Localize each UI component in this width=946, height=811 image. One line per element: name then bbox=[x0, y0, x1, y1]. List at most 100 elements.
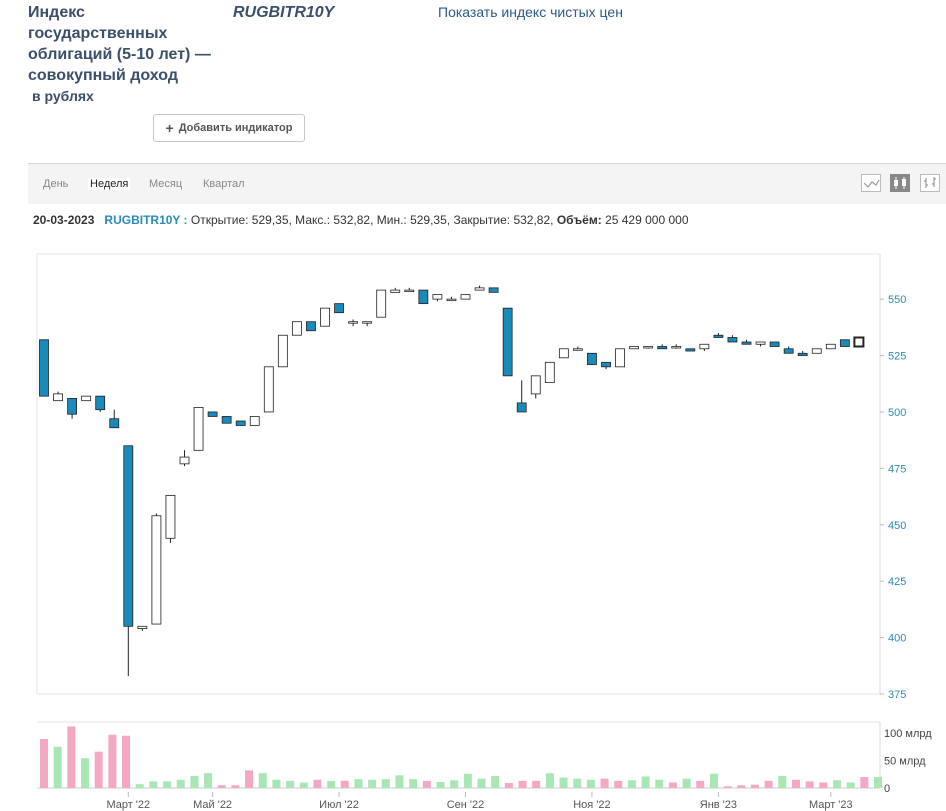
candle-body bbox=[376, 289, 387, 318]
volume-bar bbox=[614, 780, 623, 788]
volume-bar bbox=[532, 780, 541, 788]
info-values: Открытие: 529,35, Макс.: 532,82, Мин.: 5… bbox=[190, 213, 554, 227]
tab-day[interactable]: День bbox=[43, 178, 69, 190]
candle-body bbox=[404, 289, 415, 293]
candle-body bbox=[67, 398, 77, 415]
candle-body bbox=[418, 289, 429, 305]
volume-bar bbox=[422, 780, 431, 788]
clean-price-link[interactable]: Показать индекс чистых цен bbox=[438, 4, 623, 20]
volume-bar bbox=[709, 773, 718, 788]
candle-body bbox=[741, 341, 752, 345]
volume-bar bbox=[463, 773, 472, 788]
page-title: Индекс государственных облигаций (5-10 л… bbox=[28, 4, 211, 84]
y-tick-label: 375 bbox=[888, 689, 906, 701]
candle-body bbox=[221, 416, 232, 424]
candle-body bbox=[334, 303, 344, 314]
tab-week[interactable]: Неделя bbox=[88, 178, 131, 190]
candle-body bbox=[615, 348, 625, 368]
candlestick-icon[interactable] bbox=[890, 174, 910, 192]
candle-body bbox=[474, 287, 485, 291]
volume-bar bbox=[819, 782, 828, 788]
add-indicator-button[interactable]: + Добавить индикатор bbox=[153, 114, 305, 142]
candle-body bbox=[291, 321, 302, 336]
y-tick-label: 400 bbox=[888, 633, 906, 645]
volume-bar bbox=[286, 780, 295, 788]
volume-bar bbox=[258, 773, 267, 788]
volume-bar bbox=[40, 739, 48, 788]
candle-body bbox=[727, 337, 738, 343]
candle-body bbox=[544, 361, 555, 384]
line-chart-icon[interactable] bbox=[861, 174, 881, 192]
volume-bar bbox=[94, 751, 103, 788]
volume-bar bbox=[874, 777, 882, 788]
candle-body bbox=[390, 289, 401, 293]
volume-bar bbox=[409, 779, 418, 788]
candle-body bbox=[193, 407, 204, 451]
ohlc-bar-icon[interactable] bbox=[920, 174, 940, 192]
x-tick-label: Март '23 bbox=[809, 799, 853, 811]
x-tick-label: Май '22 bbox=[193, 799, 232, 811]
volume-bar bbox=[176, 779, 185, 788]
add-indicator-label: Добавить индикатор bbox=[178, 122, 293, 134]
volume-bar bbox=[217, 785, 226, 788]
candle-body bbox=[207, 411, 218, 417]
volume-bar bbox=[272, 779, 281, 788]
volume-bar bbox=[627, 780, 636, 788]
panel-divider bbox=[28, 163, 946, 164]
volume-bar bbox=[778, 775, 787, 788]
volume-bar bbox=[149, 781, 158, 788]
y-tick-label: 425 bbox=[888, 576, 906, 588]
candle-body bbox=[488, 287, 499, 293]
volume-bar bbox=[559, 777, 568, 788]
candle-body bbox=[109, 418, 120, 429]
volume-bar bbox=[764, 780, 773, 788]
volume-bar bbox=[641, 776, 650, 788]
candle-body bbox=[839, 339, 850, 347]
candle-body bbox=[137, 625, 148, 629]
candle-body bbox=[277, 334, 288, 368]
candle-body bbox=[502, 307, 513, 377]
x-tick-label: Сен '22 bbox=[447, 799, 485, 811]
volume-bar bbox=[491, 775, 500, 788]
volume-bar bbox=[696, 780, 705, 788]
candle-body bbox=[713, 334, 724, 338]
y-tick-label: 500 bbox=[888, 407, 906, 419]
period-toolbar bbox=[28, 164, 946, 204]
volume-bar bbox=[327, 780, 336, 788]
volume-bar bbox=[477, 778, 486, 788]
candle-body bbox=[755, 341, 766, 345]
candle-body bbox=[249, 416, 260, 426]
x-tick-label: Янв '23 bbox=[700, 799, 737, 811]
volume-bar bbox=[600, 778, 609, 788]
x-tick-label: Март '22 bbox=[106, 799, 150, 811]
volume-bar bbox=[395, 775, 404, 788]
volume-bar bbox=[122, 735, 131, 788]
y-tick-label: 450 bbox=[888, 520, 906, 532]
candle-body bbox=[853, 336, 865, 348]
candle-body bbox=[699, 343, 710, 350]
volume-bar bbox=[67, 726, 76, 788]
volume-bar bbox=[204, 773, 213, 788]
tab-month[interactable]: Месяц bbox=[149, 178, 183, 190]
volume-bar bbox=[832, 780, 841, 788]
volume-bar bbox=[860, 777, 869, 788]
volume-bar bbox=[53, 746, 62, 788]
candle-body bbox=[657, 346, 668, 350]
info-volume-value: 25 429 000 000 bbox=[605, 213, 689, 227]
volume-bar bbox=[668, 782, 677, 788]
volume-bar bbox=[655, 779, 664, 788]
candle-body bbox=[460, 294, 471, 300]
candle-body bbox=[53, 393, 63, 402]
volume-bar bbox=[108, 734, 117, 788]
candle-body bbox=[530, 375, 541, 395]
volume-bar bbox=[81, 758, 90, 788]
candle-body bbox=[95, 395, 106, 411]
tab-quarter[interactable]: Квартал bbox=[203, 178, 245, 190]
candle-body bbox=[151, 515, 162, 625]
volume-bar bbox=[368, 779, 377, 788]
volume-bar bbox=[135, 784, 144, 788]
candle-body bbox=[81, 395, 92, 402]
x-tick-label: Июл '22 bbox=[319, 799, 359, 811]
candle-body bbox=[783, 348, 794, 354]
